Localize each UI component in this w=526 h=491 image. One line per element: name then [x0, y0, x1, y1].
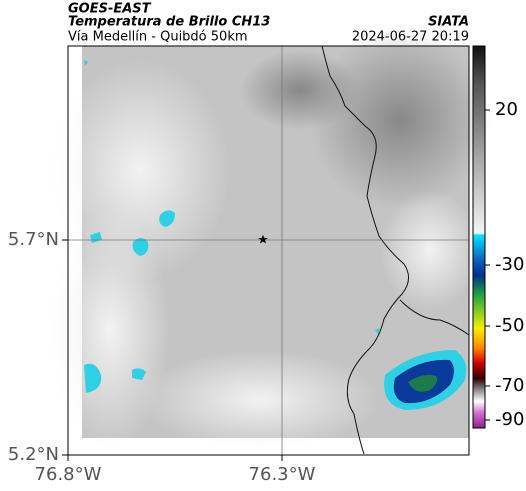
subtitle: Temperatura de Brillo CH13	[68, 15, 270, 30]
y-tick-label: 5.7°N	[8, 229, 59, 250]
colorbar-tick-label: -90	[495, 409, 524, 430]
x-tick-label: 76.8°W	[35, 464, 102, 485]
map-area	[50, 30, 490, 456]
title: GOES-EAST	[68, 2, 152, 17]
colorbar-tick-label: 20	[495, 99, 518, 120]
colorbar-tick-label: -30	[495, 254, 524, 275]
y-tick-label: 5.2°N	[8, 444, 59, 465]
colorbar-tick-label: -70	[495, 375, 524, 396]
colorbar	[472, 45, 486, 429]
source: SIATA	[428, 15, 469, 30]
route: Vía Medellín - Quibdó 50km	[68, 30, 248, 45]
colorbar-tick-label: -50	[495, 315, 524, 336]
x-tick-label: 76.3°W	[249, 464, 316, 485]
